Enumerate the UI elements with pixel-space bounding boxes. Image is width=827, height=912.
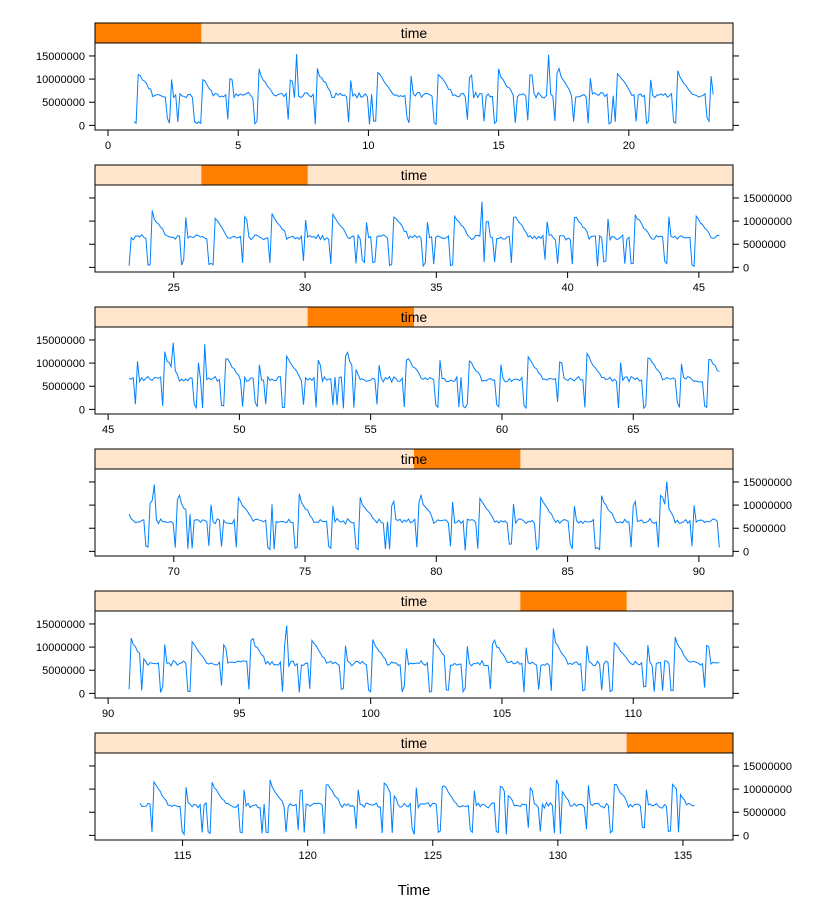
plot-frame <box>94 468 734 557</box>
x-tick-label: 0 <box>105 140 111 152</box>
x-tick-label: 55 <box>365 424 377 436</box>
strip-shingle-marker <box>626 733 733 753</box>
y-tick-label: 5000000 <box>42 97 85 109</box>
x-axis-label: Time <box>398 882 431 899</box>
series-line <box>133 54 714 126</box>
y-tick-label: 5000000 <box>42 665 85 677</box>
x-tick-label: 135 <box>674 850 692 862</box>
series-line <box>128 625 720 694</box>
panel-2: time 25 30 35 40 45 0 5000000 10000000 15000000 <box>89 164 792 294</box>
plot-frame <box>94 326 734 415</box>
x-tick-label: 65 <box>627 424 639 436</box>
x-tick-label: 110 <box>624 708 642 720</box>
y-tick-label: 10000000 <box>36 642 85 654</box>
x-tick-label: 10 <box>362 140 374 152</box>
plot-frame <box>94 184 734 273</box>
x-tick-label: 105 <box>493 708 511 720</box>
y-tick-label: 0 <box>743 262 749 274</box>
y-tick-label: 0 <box>79 404 85 416</box>
strip-label: time <box>401 309 428 325</box>
x-tick-label: 95 <box>233 708 245 720</box>
x-tick-label: 25 <box>168 282 180 294</box>
x-tick-label: 45 <box>693 282 705 294</box>
x-tick-label: 120 <box>298 850 316 862</box>
x-tick-label: 70 <box>168 566 180 578</box>
x-tick-label: 80 <box>430 566 442 578</box>
y-tick-label: 0 <box>79 120 85 132</box>
series-line <box>128 201 720 268</box>
strip-shingle-marker <box>95 23 202 43</box>
panel-1: time 0 5 10 15 20 0 5000000 10000000 15000000 <box>36 22 739 152</box>
y-tick-label: 5000000 <box>42 381 85 393</box>
strip-label: time <box>401 451 428 467</box>
strip-label: time <box>401 167 428 183</box>
panel-3: time 45 50 55 60 65 0 5000000 10000000 15000000 <box>36 306 739 436</box>
y-tick-label: 10000000 <box>36 74 85 86</box>
x-tick-label: 100 <box>361 708 379 720</box>
strip-background <box>95 733 733 753</box>
panel-6: time 115 120 125 130 135 0 5000000 10000000 15000… <box>89 732 792 862</box>
strip-background <box>95 23 733 43</box>
x-tick-label: 85 <box>561 566 573 578</box>
x-tick-label: 125 <box>424 850 442 862</box>
y-tick-label: 0 <box>743 830 749 842</box>
y-tick-label: 10000000 <box>743 216 792 228</box>
strip-shingle-marker <box>201 165 308 185</box>
x-tick-label: 75 <box>299 566 311 578</box>
y-tick-label: 10000000 <box>743 784 792 796</box>
x-tick-label: 35 <box>430 282 442 294</box>
x-tick-label: 50 <box>233 424 245 436</box>
x-tick-label: 30 <box>299 282 311 294</box>
series-line <box>128 342 720 410</box>
strip-label: time <box>401 735 428 751</box>
panel-4: time 70 75 80 85 90 0 5000000 10000000 15000000 <box>89 448 792 578</box>
y-tick-label: 15000000 <box>36 335 85 347</box>
series-line <box>128 481 720 551</box>
y-tick-label: 0 <box>743 546 749 558</box>
strip-label: time <box>401 593 428 609</box>
strip-label: time <box>401 25 428 41</box>
y-tick-label: 15000000 <box>743 193 792 205</box>
y-tick-label: 15000000 <box>36 619 85 631</box>
panel-5: time 90 95 100 105 110 0 5000000 10000000 1500000… <box>36 590 739 720</box>
y-tick-label: 0 <box>79 688 85 700</box>
plot-frame <box>94 752 734 841</box>
y-tick-label: 10000000 <box>36 358 85 370</box>
y-tick-label: 5000000 <box>743 807 786 819</box>
plot-frame <box>94 610 734 699</box>
x-tick-label: 45 <box>102 424 114 436</box>
strip-shingle-marker <box>520 591 627 611</box>
x-tick-label: 20 <box>623 140 635 152</box>
strip-shingle-marker <box>414 449 521 469</box>
x-tick-label: 90 <box>102 708 114 720</box>
strip-shingle-marker <box>307 307 414 327</box>
y-tick-label: 15000000 <box>743 477 792 489</box>
y-tick-label: 5000000 <box>743 239 786 251</box>
y-tick-label: 5000000 <box>743 523 786 535</box>
x-tick-label: 90 <box>693 566 705 578</box>
x-tick-label: 40 <box>561 282 573 294</box>
x-tick-label: 130 <box>549 850 567 862</box>
y-tick-label: 15000000 <box>36 51 85 63</box>
plot-frame <box>94 42 734 131</box>
x-tick-label: 60 <box>496 424 508 436</box>
x-tick-label: 15 <box>493 140 505 152</box>
x-tick-label: 5 <box>235 140 241 152</box>
y-tick-label: 10000000 <box>743 500 792 512</box>
series-line <box>139 779 695 837</box>
x-tick-label: 115 <box>174 850 192 862</box>
y-tick-label: 15000000 <box>743 761 792 773</box>
